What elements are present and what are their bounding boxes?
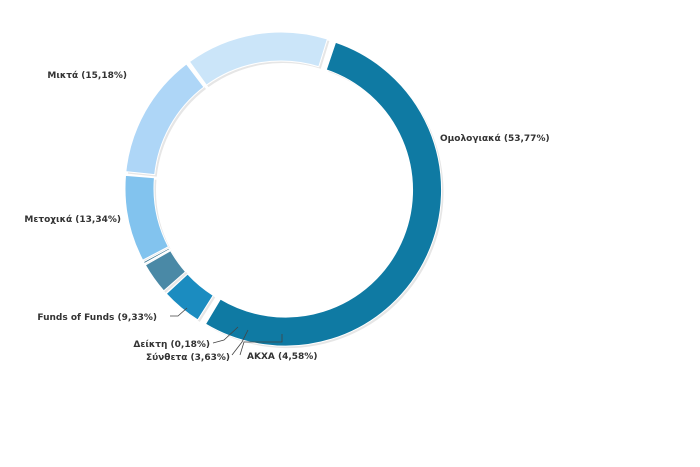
slice-label-1: Ομολογιακά (53,77%) <box>440 134 550 144</box>
slice-label-3: Σύνθετα (3,63%) <box>146 353 230 363</box>
slice-1[interactable] <box>204 41 443 347</box>
slices-group <box>124 31 443 347</box>
label-connectors <box>170 307 283 356</box>
slice-2[interactable] <box>165 273 214 321</box>
slice-label-5: Funds of Funds (9,33%) <box>37 313 157 323</box>
slice-3[interactable] <box>144 250 187 292</box>
slice-label-4: Δείκτη (0,18%) <box>133 339 210 350</box>
slice-shadow-1 <box>207 44 444 349</box>
slice-label-2: ΑΚΧΑ (4,58%) <box>247 352 317 362</box>
slice-6[interactable] <box>125 63 205 176</box>
slice-label-7: Μικτά (15,18%) <box>47 71 127 81</box>
slice-7[interactable] <box>188 31 329 86</box>
label-connector-5 <box>170 307 188 317</box>
label-connector-3 <box>231 329 249 356</box>
slice-5[interactable] <box>124 174 170 261</box>
label-connector-4 <box>212 326 239 344</box>
label-connector-2 <box>239 334 283 356</box>
slice-4[interactable] <box>142 247 171 265</box>
labels-group: Ομολογιακά (53,77%) ΑΚΧΑ (4,58%) Σύνθετα (… <box>24 71 549 363</box>
slice-label-6: Μετοχικά (13,34%) <box>24 215 121 225</box>
